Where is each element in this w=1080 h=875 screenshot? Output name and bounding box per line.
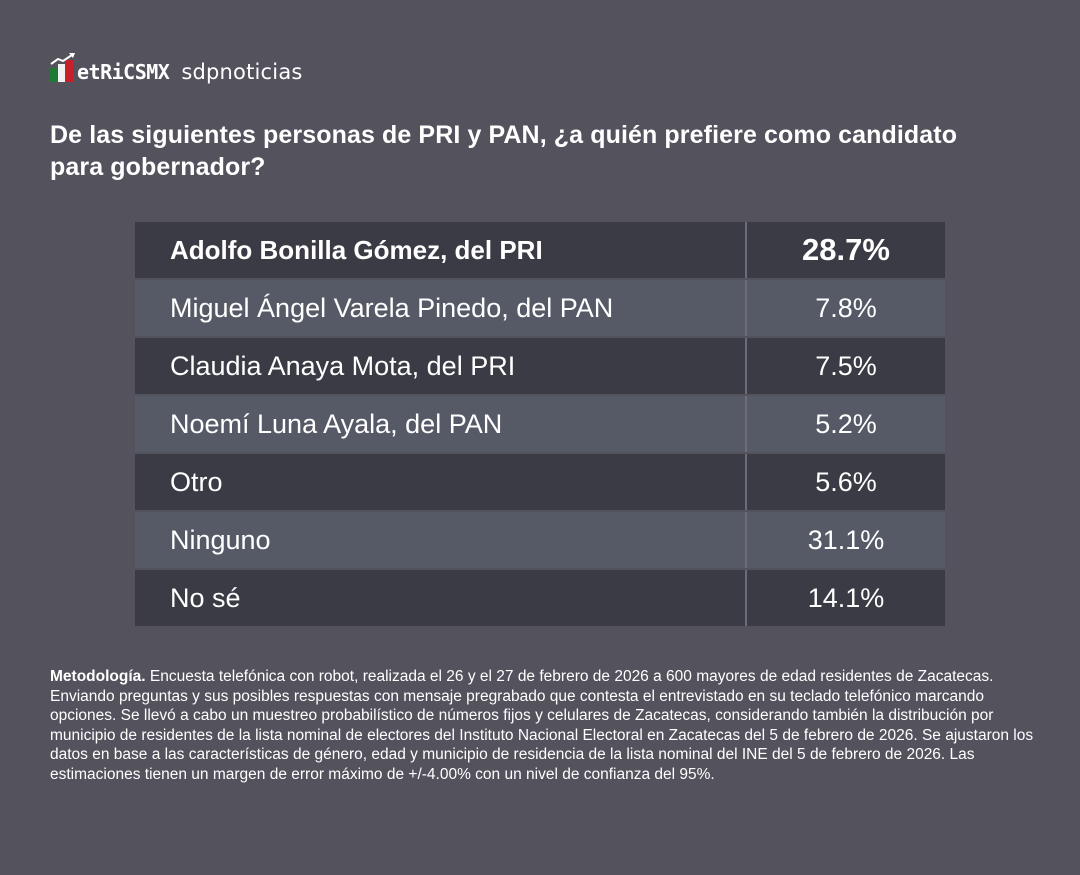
question-title: De las siguientes personas de PRI y PAN,… <box>50 121 958 181</box>
option-name: No sé <box>135 570 747 626</box>
metricsmx-logo-icon <box>50 52 76 84</box>
candidate-name: Noemí Luna Ayala, del PAN <box>135 396 747 452</box>
header: etRiCSMX sdpnoticias <box>50 52 303 84</box>
percentage-value: 31.1% <box>807 524 885 555</box>
candidate-name: Adolfo Bonilla Gómez, del PRI <box>135 222 747 278</box>
table-row: Ninguno 31.1% <box>135 512 945 568</box>
sdpnoticias-logo: sdpnoticias <box>181 60 303 84</box>
table-row: Otro 5.6% <box>135 454 945 510</box>
methodology-label: Metodología. <box>50 668 146 685</box>
results-table: Adolfo Bonilla Gómez, del PRI 28.7% Migu… <box>135 222 945 628</box>
methodology-note: Metodología. Encuesta telefónica con rob… <box>50 667 1035 785</box>
percentage-value: 14.1% <box>807 582 885 613</box>
methodology-text: Encuesta telefónica con robot, realizada… <box>50 668 1034 783</box>
table-row: Miguel Ángel Varela Pinedo, del PAN 7.8% <box>135 280 945 336</box>
option-name: Otro <box>135 454 747 510</box>
table-row: No sé 14.1% <box>135 570 945 626</box>
percentage-value: 28.7% <box>802 232 890 267</box>
table-row: Noemí Luna Ayala, del PAN 5.2% <box>135 396 945 452</box>
percentage-value: 5.2% <box>815 408 877 439</box>
candidate-name: Claudia Anaya Mota, del PRI <box>135 338 747 394</box>
table-row: Claudia Anaya Mota, del PRI 7.5% <box>135 338 945 394</box>
option-name: Ninguno <box>135 512 747 568</box>
percentage-value: 7.8% <box>815 292 877 323</box>
percentage-value: 7.5% <box>815 350 877 381</box>
metricsmx-logo-text: etRiCSMX <box>77 60 170 84</box>
table-row: Adolfo Bonilla Gómez, del PRI 28.7% <box>135 222 945 278</box>
candidate-name: Miguel Ángel Varela Pinedo, del PAN <box>135 280 747 336</box>
percentage-value: 5.6% <box>815 466 877 497</box>
